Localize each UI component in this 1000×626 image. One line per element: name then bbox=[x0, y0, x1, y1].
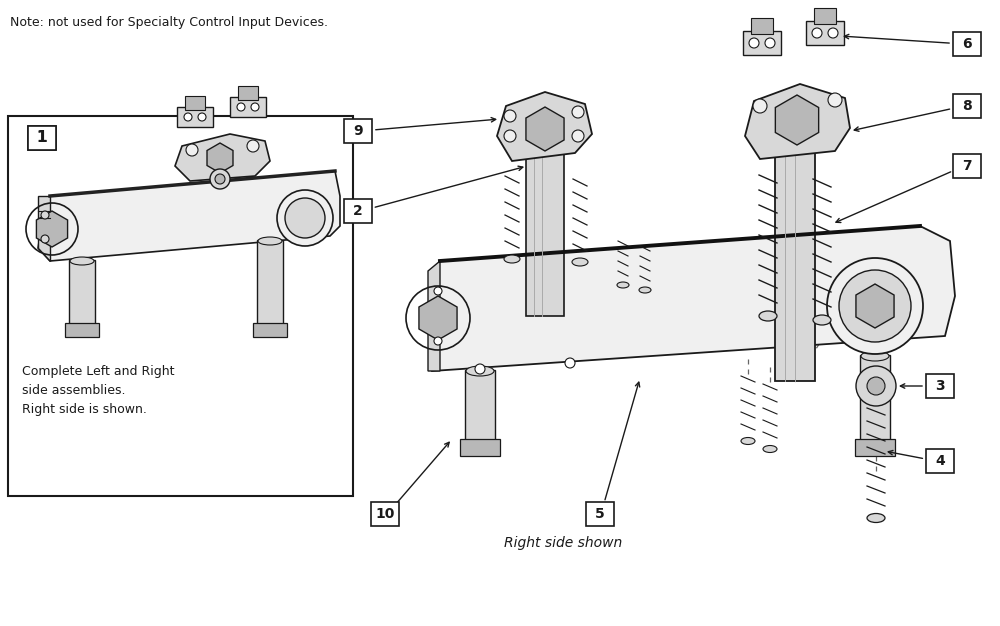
Ellipse shape bbox=[258, 237, 282, 245]
Polygon shape bbox=[775, 130, 822, 381]
Polygon shape bbox=[745, 84, 850, 159]
Text: 6: 6 bbox=[962, 37, 972, 51]
Ellipse shape bbox=[639, 287, 651, 293]
FancyBboxPatch shape bbox=[743, 31, 781, 55]
Circle shape bbox=[504, 130, 516, 142]
Ellipse shape bbox=[504, 255, 520, 263]
FancyBboxPatch shape bbox=[28, 126, 56, 150]
Polygon shape bbox=[175, 134, 270, 181]
Text: 7: 7 bbox=[962, 159, 972, 173]
Circle shape bbox=[285, 198, 325, 238]
Circle shape bbox=[828, 93, 842, 107]
Ellipse shape bbox=[617, 282, 629, 288]
Circle shape bbox=[572, 106, 584, 118]
FancyBboxPatch shape bbox=[177, 107, 213, 127]
Polygon shape bbox=[38, 196, 50, 261]
FancyBboxPatch shape bbox=[586, 502, 614, 526]
Text: 2: 2 bbox=[353, 204, 363, 218]
Ellipse shape bbox=[70, 257, 94, 265]
FancyBboxPatch shape bbox=[69, 260, 95, 327]
Text: 9: 9 bbox=[353, 124, 363, 138]
Text: 3: 3 bbox=[935, 379, 945, 393]
Ellipse shape bbox=[741, 438, 755, 444]
FancyBboxPatch shape bbox=[28, 126, 56, 150]
FancyBboxPatch shape bbox=[460, 439, 500, 456]
Circle shape bbox=[186, 144, 198, 156]
FancyBboxPatch shape bbox=[751, 18, 773, 34]
FancyBboxPatch shape bbox=[344, 199, 372, 223]
Polygon shape bbox=[497, 92, 592, 161]
FancyBboxPatch shape bbox=[65, 323, 99, 337]
Polygon shape bbox=[428, 261, 440, 371]
Circle shape bbox=[812, 28, 822, 38]
Circle shape bbox=[434, 287, 442, 295]
FancyBboxPatch shape bbox=[185, 96, 205, 110]
Text: 4: 4 bbox=[935, 454, 945, 468]
Circle shape bbox=[184, 113, 192, 121]
FancyBboxPatch shape bbox=[465, 370, 495, 442]
Circle shape bbox=[565, 358, 575, 368]
FancyBboxPatch shape bbox=[344, 119, 372, 143]
Circle shape bbox=[41, 235, 49, 243]
Polygon shape bbox=[526, 131, 570, 316]
Text: 8: 8 bbox=[962, 99, 972, 113]
FancyBboxPatch shape bbox=[238, 86, 258, 100]
Circle shape bbox=[434, 337, 442, 345]
Text: 1: 1 bbox=[37, 130, 47, 145]
FancyBboxPatch shape bbox=[257, 240, 283, 327]
Circle shape bbox=[753, 99, 767, 113]
Circle shape bbox=[839, 270, 911, 342]
Text: 5: 5 bbox=[595, 507, 605, 521]
Ellipse shape bbox=[861, 351, 889, 361]
Ellipse shape bbox=[813, 315, 831, 325]
Circle shape bbox=[251, 103, 259, 111]
FancyBboxPatch shape bbox=[953, 32, 981, 56]
FancyBboxPatch shape bbox=[814, 8, 836, 24]
Circle shape bbox=[765, 38, 775, 48]
FancyBboxPatch shape bbox=[926, 374, 954, 398]
Text: 10: 10 bbox=[375, 507, 395, 521]
FancyBboxPatch shape bbox=[8, 116, 353, 496]
FancyBboxPatch shape bbox=[230, 97, 266, 117]
Circle shape bbox=[41, 211, 49, 219]
Circle shape bbox=[277, 190, 333, 246]
FancyBboxPatch shape bbox=[855, 439, 895, 456]
Text: Note: not used for Specialty Control Input Devices.: Note: not used for Specialty Control Inp… bbox=[10, 16, 328, 29]
Text: Complete Left and Right
side assemblies.
Right side is shown.: Complete Left and Right side assemblies.… bbox=[22, 365, 175, 416]
Ellipse shape bbox=[466, 366, 494, 376]
Circle shape bbox=[867, 377, 885, 395]
Circle shape bbox=[572, 130, 584, 142]
Ellipse shape bbox=[572, 258, 588, 266]
Polygon shape bbox=[428, 226, 955, 371]
FancyBboxPatch shape bbox=[371, 502, 399, 526]
Circle shape bbox=[504, 110, 516, 122]
Circle shape bbox=[198, 113, 206, 121]
Circle shape bbox=[856, 366, 896, 406]
FancyBboxPatch shape bbox=[253, 323, 287, 337]
Circle shape bbox=[475, 364, 485, 374]
FancyBboxPatch shape bbox=[953, 154, 981, 178]
FancyBboxPatch shape bbox=[953, 94, 981, 118]
FancyBboxPatch shape bbox=[926, 449, 954, 473]
Polygon shape bbox=[38, 171, 340, 261]
Circle shape bbox=[210, 169, 230, 189]
Circle shape bbox=[247, 140, 259, 152]
Circle shape bbox=[215, 174, 225, 184]
Ellipse shape bbox=[759, 311, 777, 321]
Ellipse shape bbox=[763, 446, 777, 453]
Circle shape bbox=[828, 28, 838, 38]
FancyBboxPatch shape bbox=[806, 21, 844, 45]
Text: Right side shown: Right side shown bbox=[504, 536, 622, 550]
Circle shape bbox=[749, 38, 759, 48]
Circle shape bbox=[237, 103, 245, 111]
Circle shape bbox=[827, 258, 923, 354]
Text: 1: 1 bbox=[37, 130, 47, 145]
Ellipse shape bbox=[867, 513, 885, 523]
FancyBboxPatch shape bbox=[860, 355, 890, 442]
